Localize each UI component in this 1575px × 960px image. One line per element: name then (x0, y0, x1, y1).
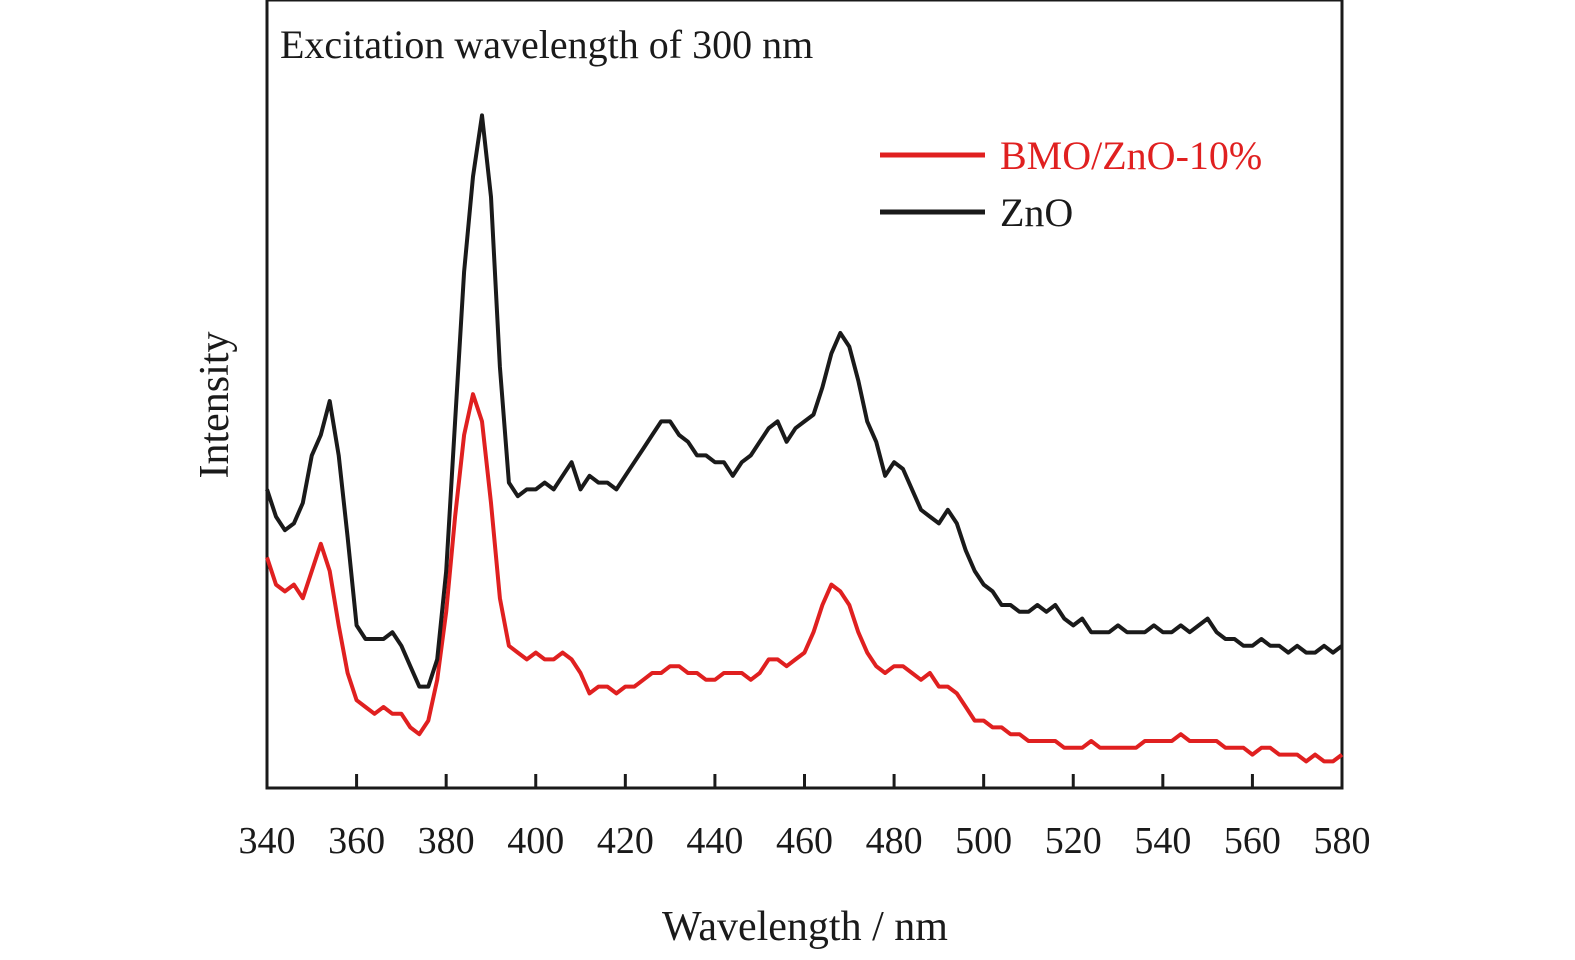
x-tick-label-540: 540 (1134, 820, 1191, 862)
x-axis-title: Wavelength / nm (662, 904, 948, 950)
x-tick-label-500: 500 (955, 820, 1012, 862)
series-line-0 (265, 392, 1344, 764)
x-tick-label-520: 520 (1045, 820, 1102, 862)
y-axis-title: Intensity (192, 332, 238, 479)
x-ticks (265, 774, 1344, 788)
legend-label-0: BMO/ZnO-10% (1000, 133, 1262, 178)
x-tick-label-400: 400 (507, 820, 564, 862)
x-tick-labels: 340 360 380 400 420 440 460 480 500 520 540 560 580 (239, 820, 1371, 862)
x-tick-label-560: 560 (1224, 820, 1281, 862)
plot-frame (265, 0, 1344, 790)
legend-label-1: ZnO (1000, 190, 1073, 235)
legend: BMO/ZnO-10% ZnO (880, 133, 1262, 235)
x-tick-label-360: 360 (328, 820, 385, 862)
x-tick-label-340: 340 (239, 820, 296, 862)
series-line-1 (265, 113, 1344, 689)
x-tick-label-440: 440 (686, 820, 743, 862)
x-tick-label-460: 460 (776, 820, 833, 862)
annotation-text: Excitation wavelength of 300 nm (280, 22, 813, 67)
x-tick-label-480: 480 (866, 820, 923, 862)
x-tick-label-380: 380 (418, 820, 475, 862)
x-tick-label-420: 420 (597, 820, 654, 862)
series-layer (265, 113, 1344, 764)
x-tick-label-580: 580 (1314, 820, 1371, 862)
